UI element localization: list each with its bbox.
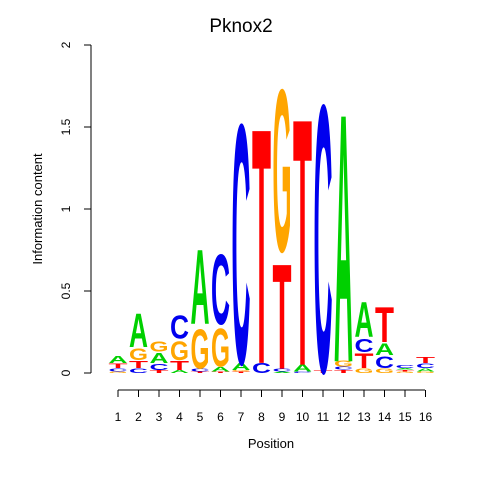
x-tick-label: 9 [279, 410, 286, 424]
logo-letter-t: T [375, 296, 394, 353]
x-tick-label: 11 [317, 410, 330, 424]
x-tick-label: 13 [357, 410, 371, 424]
chart-title: Pknox2 [209, 16, 272, 37]
x-tick-label: 16 [419, 410, 433, 424]
logo-letter-c: C [252, 360, 271, 377]
y-tick-label: 1.5 [59, 118, 73, 135]
logo-letter-a: A [355, 293, 374, 348]
logo-letter-t: T [252, 59, 271, 435]
logo-letter-a: A [293, 363, 312, 374]
x-tick-label: 6 [217, 410, 224, 424]
logo-letter-g: G [375, 367, 394, 374]
logo-letter-a: A [396, 368, 415, 370]
logo-letter-c: C [375, 353, 394, 372]
logo-letter-g: G [334, 359, 353, 369]
x-tick-label: 3 [156, 410, 163, 424]
logo-letter-g: G [273, 41, 292, 300]
x-tick-label: 7 [238, 410, 245, 424]
logo-letter-c: C [355, 334, 374, 355]
logo-letter-c: C [314, 26, 333, 453]
y-axis-label: Information content [30, 153, 45, 265]
logo-letter-c: C [191, 368, 211, 373]
logo-letter-g: G [416, 371, 435, 373]
x-tick-label: 14 [378, 410, 392, 424]
x-tick-label: 4 [176, 410, 183, 424]
logo-letter-g: G [170, 337, 189, 366]
logo-letter-g: G [355, 367, 374, 374]
logo-letter-c: C [150, 362, 169, 371]
y-tick-label: 1 [59, 205, 73, 212]
logo-letter-c: C [334, 366, 354, 371]
x-tick-label: 1 [115, 410, 122, 424]
x-tick-label: 8 [258, 410, 265, 424]
logo-letter-t: T [416, 355, 435, 365]
logo-letter-t: T [273, 234, 292, 402]
logo-letter-g: G [109, 371, 128, 373]
y-axis: 0 0.5 1 1.5 2 [59, 41, 92, 376]
logo-letter-c: C [232, 53, 251, 437]
logo-letter-t: T [314, 369, 334, 374]
logo-letter-a: A [334, 41, 353, 437]
logo-letter-a: A [109, 354, 128, 365]
logo-letter-a: A [273, 371, 292, 373]
logo-letter-t: T [211, 371, 231, 373]
logo-letter-c: C [273, 368, 293, 373]
logo-letter-c: C [129, 368, 148, 375]
logo-letter-t: T [129, 359, 148, 371]
logo-letter-a: A [232, 361, 251, 372]
x-axis: 1 2 3 4 5 6 7 8 9 10 11 12 13 14 15 16 [115, 389, 433, 424]
x-tick-label: 10 [296, 410, 310, 424]
logo-letter-t: T [396, 369, 416, 371]
logo-letter-g: G [191, 319, 210, 381]
x-axis-label: Position [248, 436, 294, 451]
logo-letter-c: C [170, 310, 189, 347]
y-tick-label: 0.5 [59, 282, 73, 299]
logo-letter-c: C [396, 364, 416, 369]
x-tick-label: 12 [337, 410, 351, 424]
x-tick-label: 2 [135, 410, 142, 424]
logo-letter-g: G [396, 371, 415, 373]
x-tick-label: 15 [398, 410, 412, 424]
logo-letter-t: T [293, 46, 312, 440]
x-tick-label: 5 [197, 410, 204, 424]
logo-letter-g: G [129, 346, 148, 364]
logo-letter-t: T [334, 369, 354, 374]
logo-letter-a: A [416, 368, 436, 373]
logo-letter-t: T [170, 359, 190, 373]
y-tick-label: 0 [59, 369, 73, 376]
logo-letter-c: C [211, 234, 230, 346]
logo-letter-a: A [129, 305, 148, 358]
logo-letter-a: A [150, 350, 169, 367]
logo-letter-t: T [191, 371, 211, 373]
logo-letter-g: G [211, 318, 230, 379]
logo-letter-c: C [416, 363, 435, 370]
logo-letter-t: T [355, 349, 374, 373]
logo-letter-g: G [232, 369, 251, 371]
logo-letter-t: T [232, 371, 252, 373]
logo-letter-c: C [293, 371, 312, 373]
y-tick-label: 2 [59, 41, 73, 48]
logo-letter-a: A [170, 369, 190, 374]
logo-letter-t: T [150, 369, 170, 374]
logo-letter-a: A [211, 366, 230, 373]
logo-letter-t: T [109, 363, 128, 370]
logo-letter-a: A [191, 229, 210, 347]
logo-letter-g: G [150, 339, 169, 355]
logo-letter-c: C [109, 368, 129, 373]
logo-letter-a: A [375, 340, 394, 359]
